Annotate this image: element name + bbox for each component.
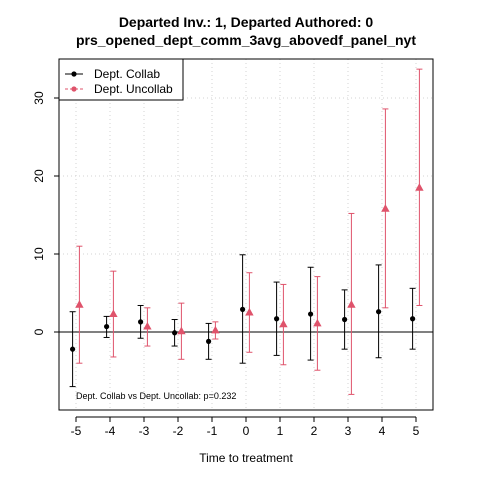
x-axis-label: Time to treatment [199, 451, 293, 465]
series-dept-collab [69, 254, 416, 388]
data-point [313, 318, 322, 327]
y-tick-label: 20 [32, 169, 46, 183]
data-point [70, 346, 76, 352]
y-tick-label: 0 [32, 328, 46, 335]
data-point [109, 309, 118, 318]
data-point [274, 316, 280, 322]
data-point [342, 316, 348, 323]
x-tick-label: -1 [207, 424, 218, 438]
data-point [347, 300, 356, 308]
x-tick-label: 5 [413, 424, 420, 438]
data-point [240, 306, 246, 312]
p-value-annotation: Dept. Collab vs Dept. Uncollab: p=0.232 [76, 391, 236, 401]
y-axis: 0 10 20 30 [32, 91, 60, 335]
data-point [308, 311, 314, 317]
data-point [376, 309, 382, 315]
data-point [410, 316, 416, 322]
data-point [75, 300, 84, 308]
data-point [138, 319, 144, 325]
data-point [172, 330, 178, 336]
data-point [245, 307, 254, 316]
data-point [206, 338, 212, 344]
y-tick-label: 30 [32, 91, 46, 105]
x-tick-label: 0 [243, 424, 250, 438]
chart-subtitle: prs_opened_dept_comm_3avg_abovedf_panel_… [76, 32, 416, 48]
legend-label: Dept. Uncollab [94, 82, 173, 96]
legend-marker [71, 86, 77, 92]
x-tick-label: 1 [277, 424, 284, 438]
legend-label: Dept. Collab [94, 67, 160, 81]
legend-marker [71, 71, 77, 77]
data-point [381, 204, 390, 212]
legend-box [58, 58, 184, 101]
x-tick-label: 2 [311, 424, 318, 438]
x-tick-label: -2 [173, 424, 184, 438]
x-tick-label: 4 [379, 424, 386, 438]
y-tick-label: 10 [32, 247, 46, 261]
data-point [177, 326, 186, 335]
series-layer [69, 68, 424, 395]
x-tick-label: -3 [139, 424, 150, 438]
data-point [143, 321, 152, 330]
x-tick-label: -4 [105, 424, 116, 438]
x-axis: -5 -4 -3 -2 -1 0 1 2 3 4 5 [71, 416, 420, 438]
grid [59, 59, 433, 410]
x-tick-label: -5 [71, 424, 82, 438]
data-point [211, 325, 220, 334]
series-dept-uncollab [75, 68, 424, 395]
data-point [415, 183, 424, 191]
chart-title: Departed Inv.: 1, Departed Authored: 0 [119, 14, 374, 30]
data-point [279, 319, 288, 328]
x-tick-label: 3 [345, 424, 352, 438]
data-point [104, 323, 110, 330]
